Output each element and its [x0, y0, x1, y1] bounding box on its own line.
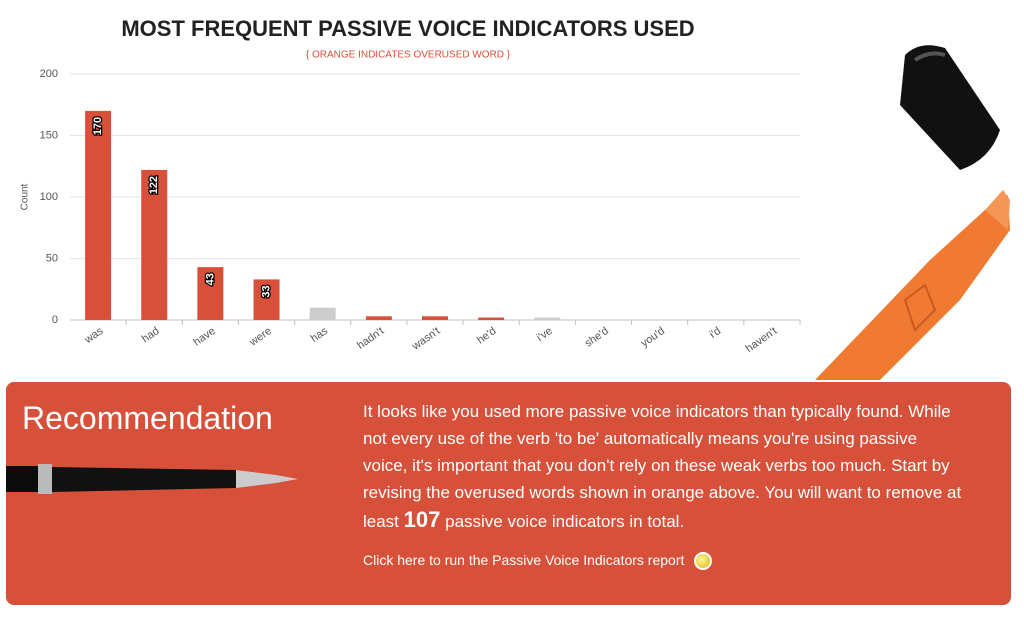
x-tick-label: he'd — [475, 325, 499, 347]
bar — [253, 279, 280, 320]
bar — [478, 317, 505, 320]
link-text[interactable]: Click here to run the Passive Voice Indi… — [363, 552, 685, 568]
x-tick-label: you'd — [639, 325, 667, 350]
value-label: 33 — [260, 285, 272, 297]
value-label: 43 — [204, 273, 216, 285]
x-tick-label: have — [191, 325, 217, 349]
bar — [85, 110, 112, 321]
chart-title: MOST FREQUENT PASSIVE VOICE INDICATORS U… — [121, 16, 694, 41]
x-tick-label: wasn't — [409, 325, 442, 353]
text: It looks like you used more passive voic… — [363, 402, 962, 531]
highlight-number: 107 — [403, 507, 441, 532]
bar — [534, 317, 561, 320]
x-tick-label: had — [140, 325, 162, 345]
recommendation-text: It looks like you used more passive voic… — [363, 398, 963, 535]
y-tick-label: 100 — [40, 191, 58, 203]
x-tick-label: was — [82, 325, 106, 347]
x-tick-label: she'd — [583, 325, 611, 350]
x-tick-label: hadn't — [355, 325, 386, 352]
y-tick-label: 50 — [46, 252, 58, 264]
x-tick-label: has — [309, 325, 331, 345]
pen-image — [6, 464, 298, 494]
x-tick-label: i've — [535, 325, 555, 344]
value-label: 122 — [148, 176, 160, 194]
link-icon[interactable] — [694, 552, 713, 571]
y-tick-label: 0 — [52, 314, 58, 326]
bar — [197, 267, 224, 320]
x-tick-label: were — [247, 325, 274, 349]
y-axis-label: Count — [20, 183, 31, 210]
report-link[interactable]: Click here to run the Passive Voice Indi… — [363, 552, 713, 571]
bar — [309, 307, 336, 320]
recommendation-title: Recommendation — [22, 400, 273, 436]
y-tick-label: 150 — [40, 129, 58, 141]
text: passive voice indicators in total. — [445, 512, 685, 531]
bar — [365, 316, 392, 320]
pen-cap — [900, 45, 1000, 170]
y-tick-label: 200 — [40, 68, 58, 80]
bar — [422, 316, 448, 320]
chart: MOST FREQUENT PASSIVE VOICE INDICATORS U… — [20, 16, 1010, 380]
bar — [141, 169, 168, 320]
x-tick-label: haven't — [744, 325, 780, 355]
chart-subtitle: { ORANGE INDICATES OVERUSED WORD } — [306, 50, 511, 61]
x-tick-label: i'd — [708, 325, 724, 341]
recommendation-panel: Recommendation It looks like you used mo… — [6, 382, 1011, 605]
value-label: 170 — [92, 117, 104, 135]
highlighter — [815, 190, 1010, 380]
